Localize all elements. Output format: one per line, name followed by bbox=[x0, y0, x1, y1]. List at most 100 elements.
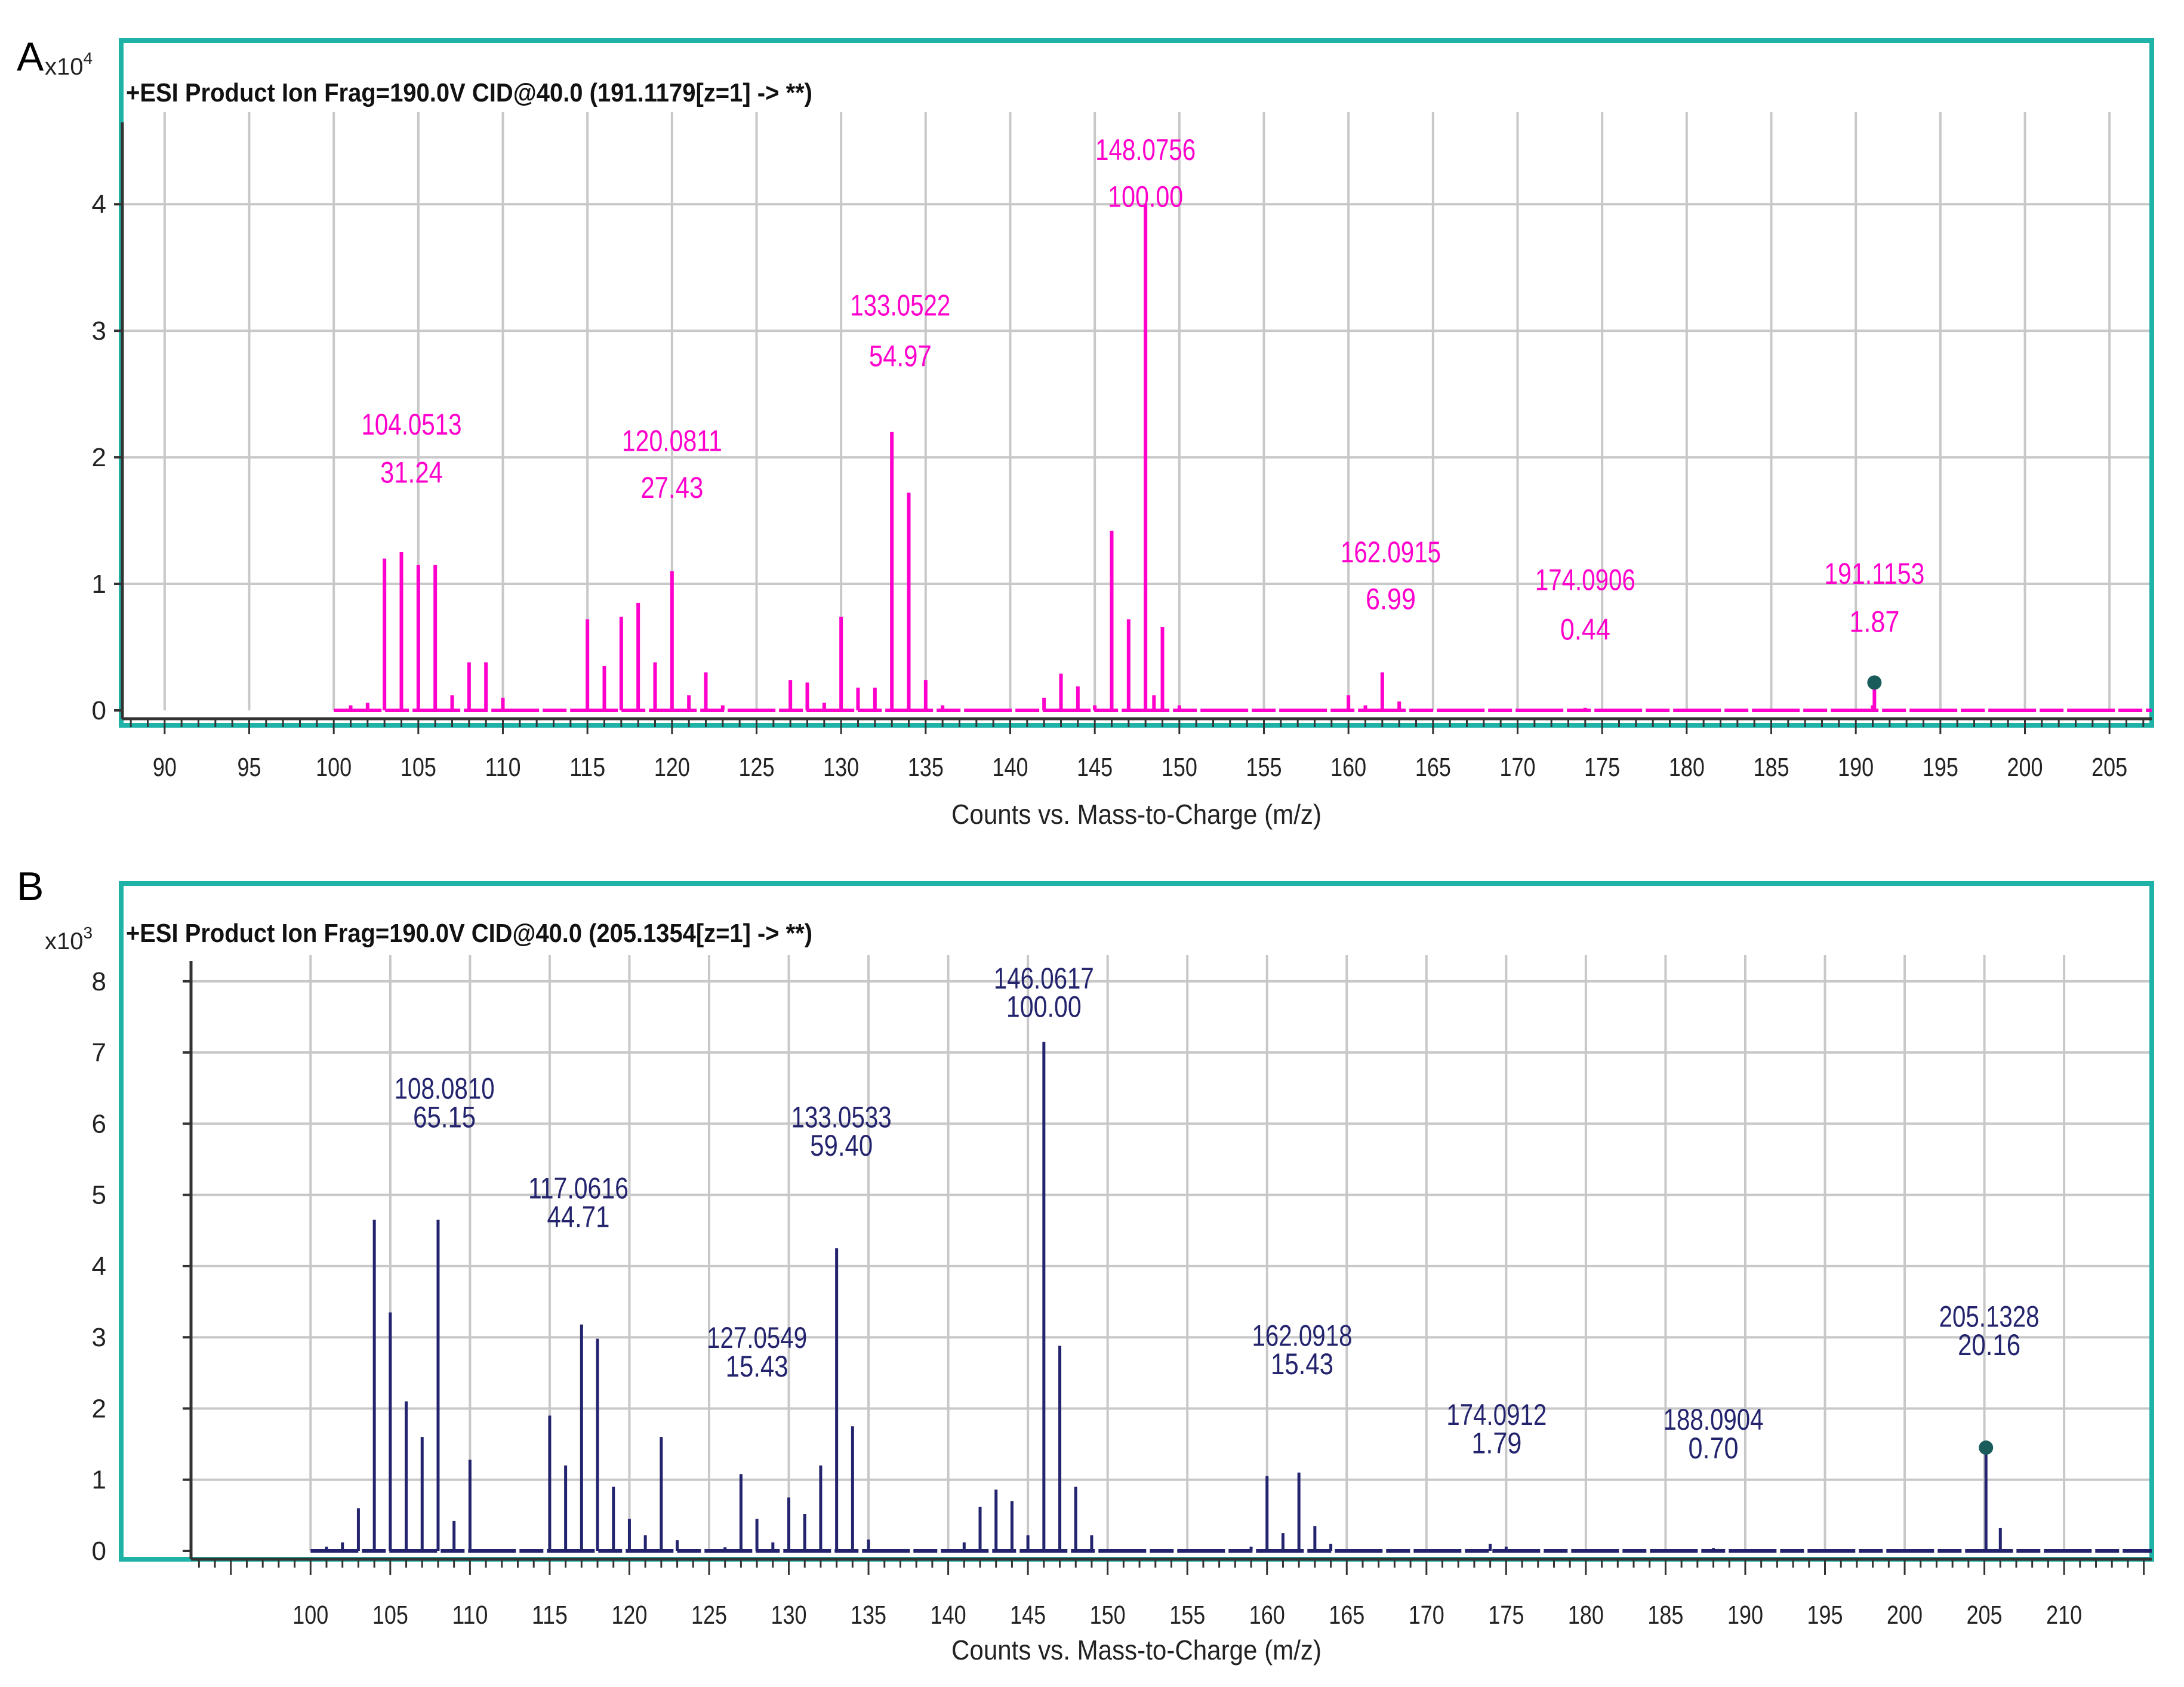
x-tick-label: 205 bbox=[1967, 1600, 2003, 1630]
x-tick-label: 120 bbox=[611, 1600, 647, 1630]
x-tick-label: 145 bbox=[1010, 1600, 1046, 1630]
y-multiplier-exponent: 4 bbox=[84, 49, 93, 67]
x-tick-label: 150 bbox=[1162, 753, 1197, 782]
peak-label-mz: 162.0915 bbox=[1341, 535, 1441, 569]
x-tick-label: 105 bbox=[372, 1600, 408, 1630]
x-tick-label: 205 bbox=[2091, 753, 2127, 782]
x-tick-label: 105 bbox=[401, 753, 436, 782]
peak-label-intensity: 1.79 bbox=[1471, 1427, 1521, 1460]
x-tick-label: 150 bbox=[1090, 1600, 1126, 1630]
x-tick-label: 185 bbox=[1647, 1600, 1683, 1630]
x-tick-label: 175 bbox=[1488, 1600, 1524, 1630]
x-tick-label: 115 bbox=[569, 753, 605, 782]
x-tick-label: 180 bbox=[1669, 753, 1705, 782]
x-tick-label: 110 bbox=[452, 1600, 488, 1630]
y-multiplier-exponent: 3 bbox=[84, 923, 93, 942]
y-multiplier: x103 bbox=[45, 923, 93, 955]
x-tick-label: 130 bbox=[823, 753, 859, 782]
x-tick-label: 115 bbox=[532, 1600, 568, 1630]
x-tick-label: 145 bbox=[1077, 753, 1113, 782]
peak-label-intensity: 100.00 bbox=[1006, 990, 1082, 1023]
x-tick-label: 160 bbox=[1330, 753, 1366, 782]
x-tick-label: 130 bbox=[771, 1600, 807, 1630]
y-tick-label: 6 bbox=[92, 1109, 106, 1138]
peak-label-intensity: 44.71 bbox=[547, 1200, 609, 1233]
peak-label-intensity: 0.70 bbox=[1689, 1432, 1739, 1465]
peak-label-mz: 104.0513 bbox=[362, 408, 462, 441]
peak-label-mz: 133.0522 bbox=[850, 289, 950, 322]
peak-label-intensity: 20.16 bbox=[1958, 1328, 2020, 1362]
x-tick-label: 165 bbox=[1329, 1600, 1364, 1630]
y-tick-label: 8 bbox=[92, 967, 106, 996]
x-axis-label: Counts vs. Mass-to-Charge (m/z) bbox=[951, 799, 1322, 830]
x-tick-label: 190 bbox=[1727, 1600, 1763, 1630]
peak-label-mz: 146.0617 bbox=[994, 962, 1094, 995]
peak-label-mz: 133.0533 bbox=[791, 1100, 892, 1134]
peak-label-intensity: 15.43 bbox=[726, 1350, 788, 1383]
y-tick-label: 4 bbox=[92, 1252, 106, 1281]
peak-label-intensity: 0.44 bbox=[1560, 612, 1610, 646]
precursor-marker-icon bbox=[1979, 1440, 1994, 1455]
x-tick-label: 170 bbox=[1500, 753, 1536, 782]
x-tick-label: 135 bbox=[908, 753, 944, 782]
x-tick-label: 195 bbox=[1807, 1600, 1843, 1630]
x-tick-label: 200 bbox=[1887, 1600, 1923, 1630]
x-tick-label: 200 bbox=[2007, 753, 2043, 782]
x-tick-label: 95 bbox=[238, 753, 261, 782]
peak-label-mz: 188.0904 bbox=[1664, 1403, 1764, 1436]
peak-label-intensity: 59.40 bbox=[810, 1129, 873, 1162]
peak-label-intensity: 27.43 bbox=[640, 471, 703, 504]
x-tick-label: 165 bbox=[1415, 753, 1451, 782]
peak-label-mz: 108.0810 bbox=[395, 1072, 495, 1106]
x-tick-label: 155 bbox=[1169, 1600, 1205, 1630]
peak-label-mz: 148.0756 bbox=[1095, 133, 1196, 167]
peak-label-mz: 174.0906 bbox=[1535, 564, 1635, 597]
peak-label-mz: 205.1328 bbox=[1939, 1300, 2040, 1333]
peak-label-intensity: 1.87 bbox=[1849, 605, 1899, 639]
peak-label-intensity: 54.97 bbox=[869, 339, 932, 373]
x-tick-label: 210 bbox=[2046, 1600, 2082, 1630]
y-tick-label: 2 bbox=[92, 443, 106, 472]
peak-label-intensity: 100.00 bbox=[1108, 180, 1183, 213]
x-tick-label: 140 bbox=[993, 753, 1028, 782]
x-tick-label: 125 bbox=[691, 1600, 727, 1630]
x-tick-label: 100 bbox=[292, 1600, 328, 1630]
y-tick-label: 7 bbox=[92, 1038, 106, 1067]
plot-frame bbox=[119, 881, 2154, 1562]
peak-label-mz: 117.0616 bbox=[528, 1172, 629, 1205]
x-tick-label: 100 bbox=[316, 753, 352, 782]
x-tick-label: 110 bbox=[485, 753, 521, 782]
peak-label-mz: 162.0918 bbox=[1252, 1319, 1353, 1353]
y-multiplier: x104 bbox=[45, 49, 93, 80]
peak-label-intensity: 15.43 bbox=[1271, 1347, 1333, 1381]
x-tick-label: 190 bbox=[1838, 753, 1874, 782]
x-tick-label: 120 bbox=[654, 753, 690, 782]
peak-label-mz: 127.0549 bbox=[707, 1321, 807, 1354]
x-tick-label: 155 bbox=[1246, 753, 1282, 782]
precursor-marker-icon bbox=[1867, 675, 1882, 690]
x-tick-label: 140 bbox=[931, 1600, 966, 1630]
x-tick-label: 185 bbox=[1754, 753, 1789, 782]
x-tick-label: 175 bbox=[1584, 753, 1620, 782]
peak-label-mz: 191.1153 bbox=[1824, 557, 1924, 590]
x-axis-label: Counts vs. Mass-to-Charge (m/z) bbox=[951, 1634, 1322, 1666]
plot-title: +ESI Product Ion Frag=190.0V CID@40.0 (2… bbox=[126, 919, 812, 948]
x-tick-label: 135 bbox=[851, 1600, 886, 1630]
y-tick-label: 3 bbox=[92, 1323, 106, 1352]
y-tick-label: 1 bbox=[92, 1466, 106, 1495]
plot-title: +ESI Product Ion Frag=190.0V CID@40.0 (1… bbox=[126, 78, 812, 107]
y-tick-label: 4 bbox=[92, 190, 106, 219]
y-tick-label: 0 bbox=[92, 1537, 106, 1566]
y-tick-label: 5 bbox=[92, 1181, 106, 1210]
peak-label-intensity: 31.24 bbox=[380, 455, 443, 489]
y-tick-label: 1 bbox=[92, 569, 106, 599]
y-tick-label: 2 bbox=[92, 1394, 106, 1423]
peak-label-mz: 120.0811 bbox=[622, 424, 722, 457]
x-tick-label: 90 bbox=[153, 753, 177, 782]
panel-letter: B bbox=[17, 864, 44, 909]
x-tick-label: 195 bbox=[1923, 753, 1958, 782]
x-tick-label: 170 bbox=[1409, 1600, 1444, 1630]
